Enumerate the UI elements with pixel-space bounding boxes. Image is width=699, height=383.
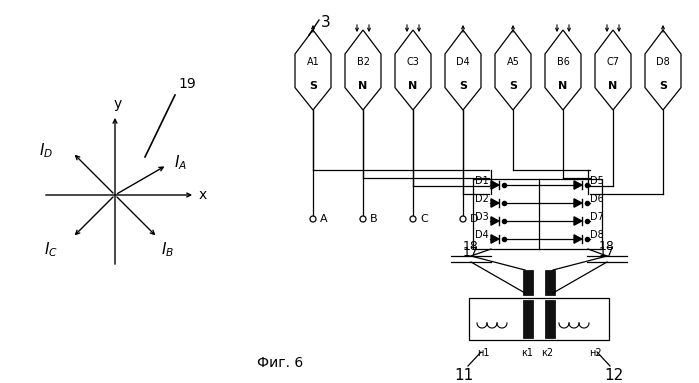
Bar: [545, 300, 555, 338]
Text: C3: C3: [407, 57, 419, 67]
Text: 19: 19: [178, 77, 196, 91]
Text: D3: D3: [475, 212, 489, 222]
Text: D4: D4: [456, 57, 470, 67]
Text: A: A: [320, 214, 328, 224]
Polygon shape: [491, 199, 499, 207]
Bar: [469, 298, 609, 340]
Polygon shape: [574, 199, 582, 207]
Text: N: N: [408, 81, 417, 91]
Text: $I_B$: $I_B$: [161, 240, 174, 259]
Text: 18: 18: [463, 240, 479, 253]
Text: S: S: [509, 81, 517, 91]
Text: N: N: [608, 81, 618, 91]
Text: C: C: [420, 214, 428, 224]
Text: y: y: [114, 97, 122, 111]
Polygon shape: [491, 217, 499, 225]
Polygon shape: [574, 217, 582, 225]
Text: D1: D1: [475, 176, 489, 186]
Bar: [523, 270, 533, 295]
Polygon shape: [491, 181, 499, 189]
Text: $I_C$: $I_C$: [43, 240, 57, 259]
Text: 17: 17: [599, 246, 615, 259]
Text: Фиг. 6: Фиг. 6: [257, 356, 303, 370]
Text: B: B: [370, 214, 377, 224]
Text: A5: A5: [507, 57, 519, 67]
Text: $I_A$: $I_A$: [175, 154, 187, 172]
Text: 3: 3: [321, 15, 331, 30]
Text: 18: 18: [599, 240, 615, 253]
Text: C7: C7: [607, 57, 619, 67]
Polygon shape: [491, 235, 499, 243]
Text: 12: 12: [605, 368, 624, 383]
Text: н2: н2: [589, 348, 601, 358]
Text: N: N: [359, 81, 368, 91]
Text: B2: B2: [356, 57, 370, 67]
Bar: [523, 300, 533, 338]
Text: N: N: [559, 81, 568, 91]
Text: к1: к1: [521, 348, 533, 358]
Bar: [545, 270, 555, 295]
Text: S: S: [309, 81, 317, 91]
Text: D5: D5: [590, 176, 604, 186]
Text: н1: н1: [477, 348, 489, 358]
Text: D8: D8: [590, 230, 604, 240]
Text: к2: к2: [541, 348, 553, 358]
Polygon shape: [574, 235, 582, 243]
Text: D: D: [470, 214, 479, 224]
Text: D6: D6: [590, 194, 604, 204]
Text: S: S: [659, 81, 667, 91]
Text: x: x: [199, 188, 207, 202]
Polygon shape: [574, 181, 582, 189]
Text: D7: D7: [590, 212, 604, 222]
Text: 11: 11: [454, 368, 474, 383]
Text: $I_D$: $I_D$: [39, 141, 54, 160]
Text: 17: 17: [463, 246, 479, 259]
Text: D2: D2: [475, 194, 489, 204]
Text: D8: D8: [656, 57, 670, 67]
Text: A1: A1: [307, 57, 319, 67]
Text: B6: B6: [556, 57, 570, 67]
Text: D4: D4: [475, 230, 489, 240]
Text: S: S: [459, 81, 467, 91]
